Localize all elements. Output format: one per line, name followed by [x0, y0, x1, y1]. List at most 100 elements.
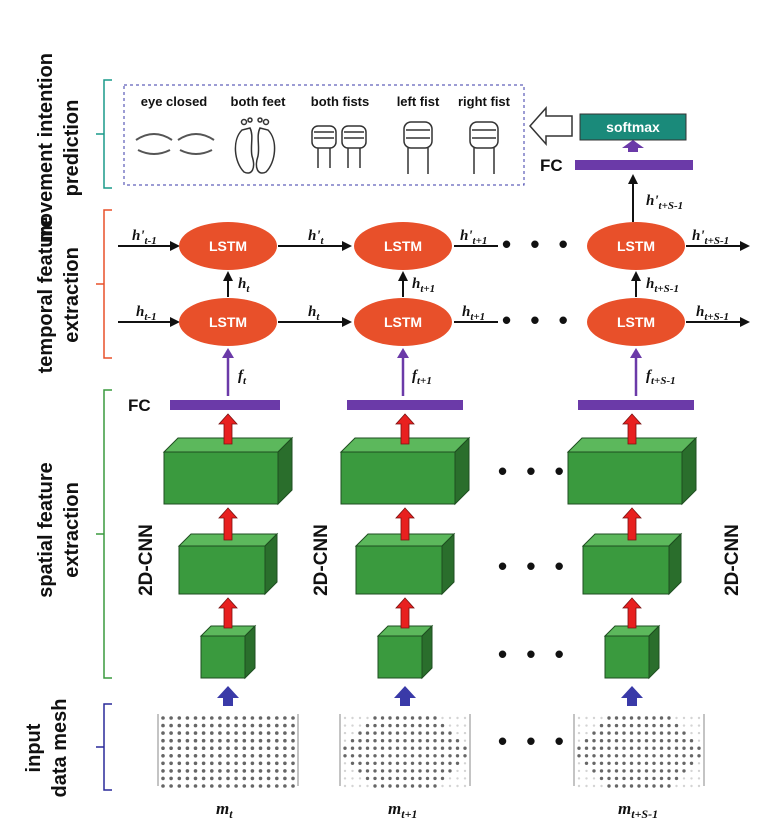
mesh-3-dot [592, 739, 596, 743]
mesh-3-dot [652, 723, 656, 728]
class-left-fist: left fist [397, 94, 440, 109]
red-arrow-1-2 [218, 507, 238, 541]
mesh-1-dot [283, 723, 287, 728]
mesh-2-dot [403, 723, 407, 728]
mesh-3-dot [637, 723, 641, 728]
mesh-2-dot [440, 761, 445, 765]
mesh-2-dot [351, 716, 354, 720]
mesh-2-dot [456, 769, 459, 773]
mesh-3-dot [697, 724, 701, 727]
mesh-1-dot [250, 784, 255, 788]
output-hollow-arrow [528, 106, 573, 146]
ellipsis-bottom: • • • [502, 305, 574, 335]
mesh-1-dot [234, 776, 238, 781]
mesh-2-dot [448, 731, 452, 735]
hp-1-sub: t [321, 235, 325, 247]
mesh-1-dot [250, 769, 255, 773]
m-2-sub: t+1 [401, 807, 417, 821]
mesh-1-dot [185, 776, 190, 781]
mesh-3-dot [629, 776, 634, 781]
mesh-2-dot [418, 716, 422, 720]
hp-2-h: h' [460, 228, 473, 244]
section-spatial-line1: spatial feature [35, 462, 57, 598]
cnn-box-3-3-front [604, 635, 650, 679]
mesh-2-dot [351, 777, 354, 780]
mesh-1-dot [177, 746, 182, 750]
mesh-2-dot [365, 746, 370, 750]
mesh-1-dot [258, 761, 263, 766]
mesh-2-dot [395, 723, 400, 728]
mesh-2-dot [433, 769, 437, 773]
mesh-2-dot [380, 761, 385, 765]
mesh-2-dot [395, 731, 400, 735]
mesh-3-dot [674, 739, 679, 743]
mesh-2-dot [343, 754, 347, 758]
mesh-3-dot [577, 746, 581, 750]
mesh-1-dot [226, 731, 230, 735]
mesh-1-dot [193, 761, 198, 766]
mesh-2-dot [403, 731, 407, 735]
mesh-3-dot [667, 761, 671, 765]
mesh-1-dot [161, 723, 165, 728]
cnn-box-3-2-side [668, 532, 682, 596]
mesh-2-dot [425, 761, 430, 765]
mesh-2-dot [373, 754, 377, 758]
mesh-3-dot [689, 761, 694, 765]
mesh-3-dot [614, 739, 619, 743]
mesh-1-dot [185, 784, 190, 788]
mesh-2-dot [440, 746, 445, 750]
mesh-2-dot [463, 754, 467, 758]
mesh-3-dot [667, 723, 671, 728]
vlink-1-sub: t [246, 283, 250, 295]
mesh-3-dot [629, 716, 634, 720]
mesh-1-dot [275, 738, 279, 743]
mesh-1-dot [185, 716, 190, 720]
mesh-3-dot [585, 731, 588, 735]
mesh-3-dot [629, 761, 634, 765]
mesh-1-dot [226, 754, 230, 758]
mesh-3-dot [577, 777, 581, 780]
mesh-2-dot [373, 746, 377, 750]
mesh-3-dot [592, 731, 596, 735]
mesh-1-dot [258, 723, 263, 728]
mesh-2-dot [358, 761, 362, 765]
mesh-2-dot [448, 724, 452, 727]
eyes-closed-icon [135, 133, 215, 155]
mesh-3-dot [577, 754, 581, 758]
mesh-1-dot [218, 761, 222, 766]
mesh-2-dot [433, 723, 437, 728]
cnn-box-3-2-front [582, 545, 670, 595]
mesh-3-dot [690, 724, 693, 727]
mesh-3-dot [697, 739, 701, 742]
mesh-1-dot [177, 723, 182, 728]
mesh-3-dot [682, 761, 686, 765]
mesh-2-dot [395, 739, 400, 743]
mesh-2-dot [425, 739, 430, 743]
lstm-top-2 [354, 222, 452, 270]
mesh-2-dot [358, 784, 362, 788]
mesh-2-dot [343, 716, 347, 720]
mesh-2-dot [373, 731, 377, 735]
mesh-2-dot [410, 776, 415, 781]
mesh-1-dot [283, 769, 287, 773]
label-hp-1: h't [308, 228, 325, 247]
class-both-feet: both feet [231, 94, 287, 109]
mesh-2-dot [455, 754, 460, 758]
mesh-1-dot [258, 716, 263, 720]
mesh-2-dot [395, 716, 400, 720]
mesh-3-dot [599, 731, 604, 735]
mesh-2-dot [425, 723, 430, 728]
mesh-3-dot [690, 784, 693, 788]
mesh-1-dot [169, 754, 173, 758]
mesh-3-dot [682, 724, 686, 727]
fc-mid-label: FC [128, 396, 151, 415]
svg-text:mt: mt [216, 799, 233, 821]
mesh-3-dot [682, 769, 686, 773]
mesh-2-dot [463, 784, 467, 788]
mesh-3-dot [652, 716, 656, 720]
mesh-3-dot [607, 776, 611, 781]
f-1-sub: t [243, 375, 247, 387]
mesh-3-dot [599, 776, 604, 781]
mesh-2-dot [456, 731, 459, 735]
mesh-1-dot [258, 754, 263, 758]
